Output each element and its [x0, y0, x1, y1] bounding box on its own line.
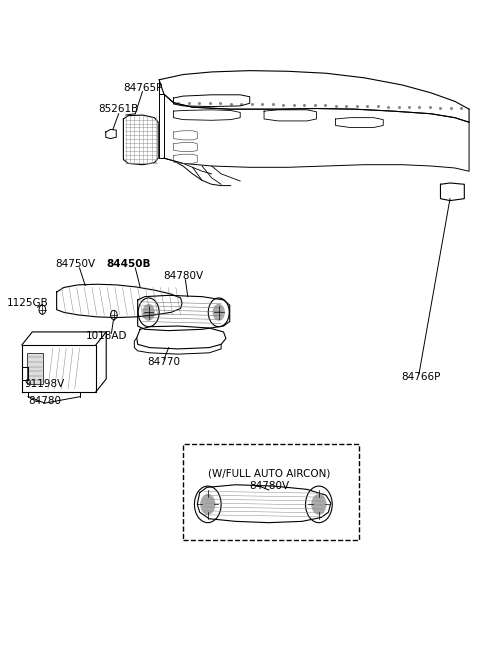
Circle shape — [143, 304, 155, 321]
Circle shape — [311, 494, 326, 515]
Text: 84780V: 84780V — [249, 481, 289, 491]
Text: 84450B: 84450B — [106, 259, 150, 269]
Text: 84750V: 84750V — [56, 259, 96, 269]
Text: 84766P: 84766P — [402, 372, 441, 382]
Circle shape — [200, 494, 216, 515]
Text: 1018AD: 1018AD — [86, 331, 128, 341]
Text: 91198V: 91198V — [24, 379, 65, 388]
Bar — [26, 353, 43, 384]
Text: 1125GB: 1125GB — [7, 298, 49, 308]
Text: 85261B: 85261B — [98, 104, 139, 114]
Text: 84780: 84780 — [28, 396, 61, 406]
Text: (W/FULL AUTO AIRCON): (W/FULL AUTO AIRCON) — [208, 468, 330, 478]
Circle shape — [213, 304, 225, 321]
Text: 84765P: 84765P — [123, 83, 162, 92]
Text: 84780V: 84780V — [163, 271, 203, 281]
Text: 84770: 84770 — [147, 357, 180, 367]
